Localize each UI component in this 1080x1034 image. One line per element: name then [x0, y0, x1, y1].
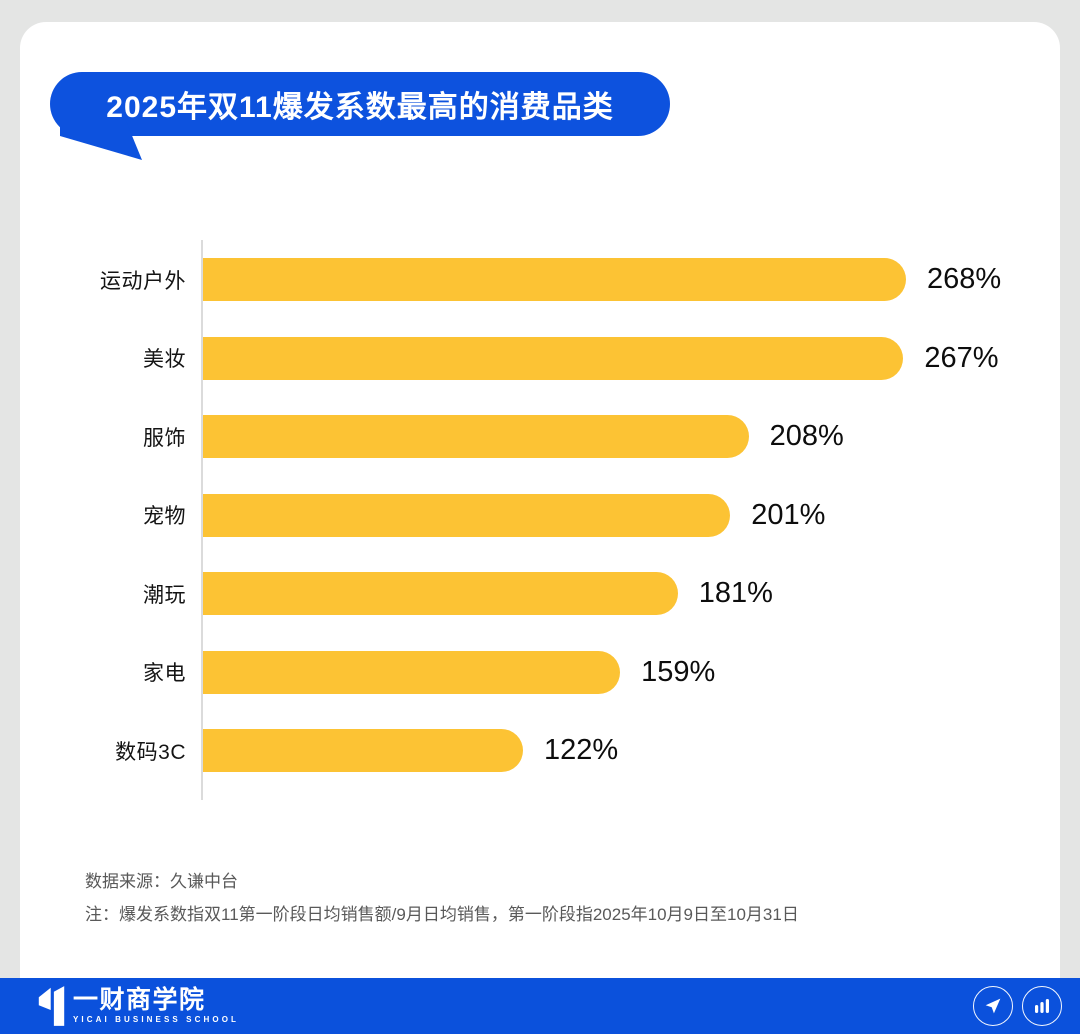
data-source-text: 数据来源：久谦中台: [85, 872, 238, 891]
bar-chart-icon[interactable]: [1022, 986, 1062, 1026]
value-label: 181%: [698, 577, 773, 609]
logo-en-text: YICAI BUSINESS SCHOOL: [73, 1015, 240, 1024]
bar: [203, 729, 524, 772]
content-card: 2025年双11爆发系数最高的消费品类 运动户外 268% 美妆 267% 服饰…: [20, 22, 1060, 978]
chart-row: 潮玩 181%: [20, 572, 1060, 615]
category-label: 美妆: [143, 348, 186, 371]
category-label: 家电: [143, 662, 186, 685]
value-label: 159%: [641, 655, 716, 688]
value-label: 122%: [544, 734, 619, 766]
chart-notes: 数据来源：久谦中台 注：爆发系数指双11第一阶段日均销售额/9月日均销售，第一阶…: [85, 865, 799, 931]
value-label: 208%: [769, 420, 844, 452]
bar: [203, 336, 904, 380]
yicai-logo: 一财商学院 YICAI BUSINESS SCHOOL: [38, 986, 239, 1026]
y-axis-line: [201, 240, 203, 800]
chart-row: 数码3C 122%: [20, 729, 1060, 772]
bar-chart: 运动户外 268% 美妆 267% 服饰 208% 宠物 201% 潮玩 181…: [20, 258, 1060, 808]
title-bubble: 2025年双11爆发系数最高的消费品类: [50, 72, 670, 160]
logo-cn-text: 一财商学院: [73, 986, 206, 1014]
chart-row: 美妆 267%: [20, 336, 1060, 380]
page-title: 2025年双11爆发系数最高的消费品类: [106, 91, 614, 124]
value-label: 267%: [924, 341, 999, 374]
chart-row: 家电 159%: [20, 650, 1060, 694]
send-icon[interactable]: [973, 986, 1013, 1026]
value-label: 201%: [751, 498, 826, 531]
category-label: 服饰: [143, 426, 186, 450]
bar: [203, 415, 749, 458]
chart-row: 运动户外 268%: [20, 258, 1060, 301]
category-label: 运动户外: [100, 269, 186, 293]
bar: [203, 258, 906, 301]
footer-icons: [973, 986, 1062, 1026]
chart-row: 服饰 208%: [20, 415, 1060, 458]
bar: [203, 650, 621, 694]
footer-bar: 一财商学院 YICAI BUSINESS SCHOOL: [0, 978, 1080, 1034]
bar: [203, 493, 731, 537]
category-label: 数码3C: [115, 740, 186, 764]
value-label: 268%: [927, 263, 1002, 295]
bar: [203, 572, 678, 615]
category-label: 宠物: [143, 505, 186, 528]
chart-note-text: 注：爆发系数指双11第一阶段日均销售额/9月日均销售，第一阶段指2025年10月…: [85, 905, 799, 924]
bubble-tail-decoration: [60, 120, 142, 160]
yicai-logo-icon: [38, 986, 65, 1026]
chart-row: 宠物 201%: [20, 493, 1060, 537]
logo-text: 一财商学院 YICAI BUSINESS SCHOOL: [73, 988, 239, 1024]
category-label: 潮玩: [143, 583, 186, 607]
